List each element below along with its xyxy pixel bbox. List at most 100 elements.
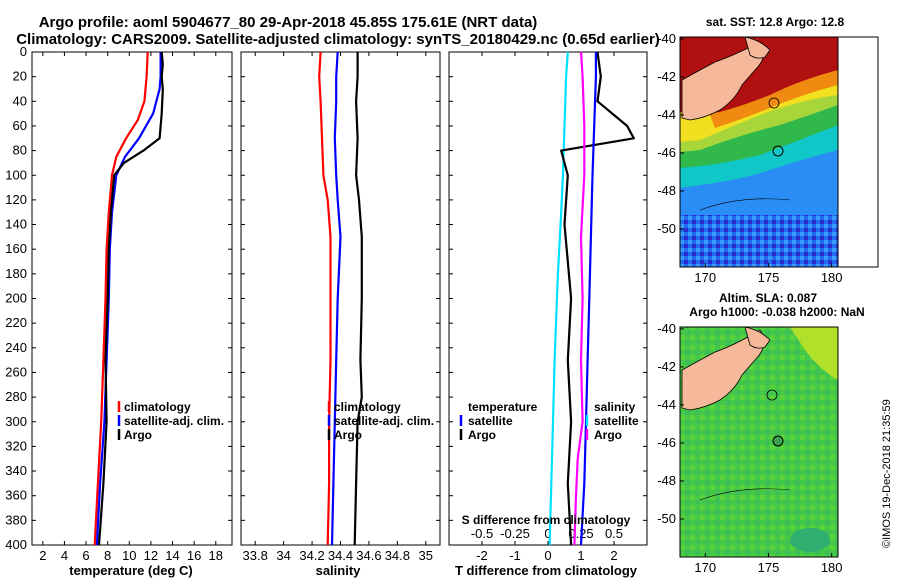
figure-title-line2: Climatology: CARS2009. Satellite-adjuste… (16, 31, 660, 48)
lat-tick-label: -40 (657, 31, 676, 46)
depth-tick-label: 60 (13, 118, 27, 133)
depth-tick-label: 360 (5, 488, 27, 503)
x-tick-label: 33.8 (243, 548, 268, 563)
x-tick-label: 14 (165, 548, 179, 563)
x-tick-label: 35 (419, 548, 433, 563)
x-tick-label: 34.8 (385, 548, 410, 563)
legend-climatology-label: climatology (124, 400, 191, 414)
legend-argo-label: Argo (334, 428, 362, 442)
x-tick-label: 10 (122, 548, 136, 563)
series-line-t-satellite (548, 51, 569, 546)
difference-panel-frame (448, 51, 648, 546)
depth-tick-label: 280 (5, 389, 27, 404)
depth-tick-label: 20 (13, 69, 27, 84)
series-line-climatology (93, 51, 149, 546)
series-line-argo (97, 51, 164, 546)
depth-tick-label: 80 (13, 143, 27, 158)
series-line-satellite-adj-clim- (95, 52, 162, 546)
lat-tick-label: -40 (657, 321, 676, 336)
legend-t-satellite-label: satellite (468, 414, 513, 428)
legend-argo-label: Argo (124, 428, 152, 442)
lat-tick-label: -46 (657, 435, 676, 450)
legend-temperature-title: temperature (468, 400, 538, 414)
lat-tick-label: -44 (657, 397, 676, 412)
sst-feature-circle (768, 97, 780, 109)
temperature-legend: climatology satellite-adj. clim. Argo (117, 400, 224, 442)
x-tick-label: 8 (104, 548, 111, 563)
sla-lat-axis: -40 -42 -44 -46 -48 -50 (657, 321, 684, 526)
sla-isobath (699, 488, 791, 501)
sst-land-south-island (681, 41, 765, 121)
sst-argo-location-marker (772, 145, 784, 157)
depth-tick-label: 380 (5, 512, 27, 527)
sst-cold-band (680, 215, 838, 267)
temperature-panel-frame (31, 51, 233, 546)
difference-legend-salinity: salinity satellite Argo (585, 400, 639, 442)
lon-tick-label: 175 (758, 270, 780, 285)
legend-s-argo-label: Argo (594, 428, 622, 442)
x-tick-label: 0 (544, 548, 551, 563)
depth-tick-label: 120 (5, 192, 27, 207)
legend-salinity-title: salinity (594, 400, 636, 414)
depth-tick-label: 100 (5, 167, 27, 182)
depth-tick-label: 160 (5, 241, 27, 256)
legend-t-argo-label: Argo (468, 428, 496, 442)
sla-argo-location-marker (772, 435, 784, 447)
sla-land-north-island (744, 327, 771, 349)
sla-map-frame (679, 326, 839, 558)
temperature-panel: 2 4 6 8 10 12 14 16 18 (39, 51, 223, 563)
sla-map-title-line1: Altim. SLA: 0.087 (719, 291, 817, 305)
sla-land-south-island (681, 329, 765, 411)
sst-isobath (699, 198, 791, 211)
lon-tick-label: 170 (694, 270, 716, 285)
x-tick-label: 34.4 (328, 548, 353, 563)
series-line-satellite-adj-clim- (330, 51, 342, 546)
lat-tick-label: -50 (657, 511, 676, 526)
x-tick-label: 2 (39, 548, 46, 563)
s-difference-axis-label: S difference from climatology (462, 513, 631, 527)
sst-land-north-island (744, 37, 771, 59)
depth-tick-label: 260 (5, 364, 27, 379)
salinity-axis-label: salinity (316, 563, 362, 578)
legend-climatology-label: climatology (334, 400, 401, 414)
sst-map-title: sat. SST: 12.8 Argo: 12.8 (706, 15, 845, 29)
lat-tick-label: -50 (657, 221, 676, 236)
x-tick-label: 34.6 (356, 548, 381, 563)
depth-tick-label: 320 (5, 438, 27, 453)
depth-tick-label: 220 (5, 315, 27, 330)
lat-tick-label: -48 (657, 183, 676, 198)
sla-lon-axis: 170 175 180 (694, 553, 843, 575)
depth-tick-label: 140 (5, 217, 27, 232)
figure-title-line1: Argo profile: aoml 5904677_80 29-Apr-201… (39, 14, 538, 31)
depth-tick-label: 300 (5, 414, 27, 429)
sst-lat-axis: -40 -42 -44 -46 -48 -50 (657, 31, 684, 236)
depth-tick-label: 240 (5, 340, 27, 355)
sla-feature-circle (766, 389, 778, 401)
depth-tick-label: 0 (20, 44, 27, 59)
lon-tick-label: 180 (821, 270, 843, 285)
x-tick-label: 34 (276, 548, 290, 563)
sla-map (680, 327, 838, 557)
sla-low-patch (790, 528, 830, 552)
x-tick-label: 18 (209, 548, 223, 563)
lon-tick-label: 170 (694, 560, 716, 575)
s-diff-tick-label: -0.5 (471, 526, 493, 541)
lat-tick-label: -42 (657, 359, 676, 374)
lon-tick-label: 175 (758, 560, 780, 575)
salinity-panel: 33.8 34 34.2 34.4 34.6 34.8 35 (243, 51, 433, 563)
x-tick-label: 6 (82, 548, 89, 563)
legend-satellite-label: satellite-adj. clim. (124, 414, 224, 428)
salinity-panel-frame (240, 51, 441, 546)
sla-map-title-line2: Argo h1000: -0.038 h2000: NaN (689, 305, 864, 319)
series-line-climatology (318, 51, 332, 546)
depth-tick-label: 40 (13, 93, 27, 108)
sst-colorbar-frame (837, 36, 879, 268)
x-tick-label: 4 (61, 548, 68, 563)
x-tick-label: 34.2 (299, 548, 324, 563)
x-tick-label: 16 (187, 548, 201, 563)
legend-satellite-label: satellite-adj. clim. (334, 414, 434, 428)
imos-watermark: ©IMOS 19-Dec-2018 21:35:59 (881, 399, 893, 548)
s-diff-tick-label: 0.5 (605, 526, 623, 541)
depth-tick-label: 400 (5, 537, 27, 552)
